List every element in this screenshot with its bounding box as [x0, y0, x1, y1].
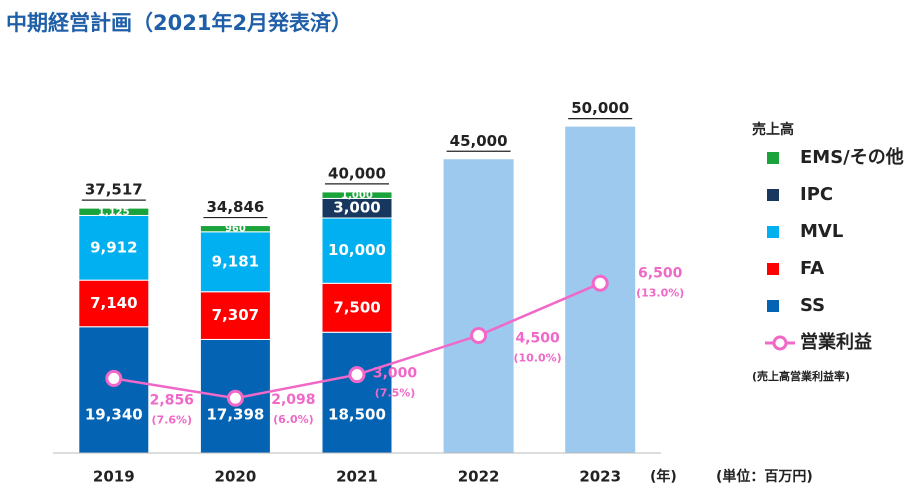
bar-segment [199, 225, 271, 233]
profit-point [470, 327, 488, 345]
bar-value-label: 7,307 [212, 306, 259, 324]
bar-value-label: 3,000 [333, 199, 380, 217]
profit-label: 4,500 [515, 331, 560, 347]
legend-label: FA [800, 258, 824, 279]
profit-point [591, 274, 609, 292]
bar-segment [78, 214, 150, 281]
bar-value-label: 960 [225, 224, 246, 235]
bar-segment [78, 207, 150, 216]
legend-label: MVL [800, 221, 843, 242]
legend-swatch [767, 189, 779, 201]
bar-value-label: 18,500 [328, 406, 386, 424]
profit-label: 3,000 [373, 366, 418, 382]
bar-value-label: 17,398 [206, 406, 264, 424]
profit-label: 2,098 [271, 392, 315, 408]
bar-value-label: 1,125 [98, 207, 130, 218]
legend-swatch [767, 300, 779, 312]
total-label: 45,000 [450, 132, 508, 150]
legend-label: EMS/その他 [800, 146, 904, 168]
bar-value-label: 9,912 [90, 238, 137, 256]
chart-title: 中期経営計画（2021年2月発表済） [6, 11, 352, 35]
x-tick-label: 2019 [93, 468, 135, 486]
x-tick-label: 2023 [579, 468, 621, 486]
margin-label: (7.6%) [152, 413, 193, 426]
x-tick-label: 2020 [215, 468, 257, 486]
total-label: 34,846 [206, 198, 264, 216]
x-tick-label: 2022 [458, 468, 500, 486]
bar-segment [321, 282, 393, 333]
x-tick-label: 2021 [336, 468, 378, 486]
total-label: 40,000 [328, 164, 386, 182]
bar-segment [321, 217, 393, 284]
legend-note: (売上高営業利益率) [752, 369, 850, 383]
margin-label: (7.5%) [375, 387, 416, 400]
bar-value-label: 9,181 [212, 252, 259, 270]
legend-title: 売上高 [752, 121, 794, 138]
bar-segment [321, 191, 393, 199]
bar-segment [199, 231, 271, 293]
legend-swatch [767, 152, 779, 164]
bar-segment [321, 331, 393, 454]
bar-value-label: 7,500 [333, 298, 380, 316]
legend-point [772, 335, 788, 351]
margin-label: (10.0%) [513, 352, 561, 365]
total-label: 50,000 [571, 99, 629, 117]
profit-point [105, 369, 123, 387]
bar-value-label: 1,000 [341, 190, 373, 201]
profit-point [226, 389, 244, 407]
legend-label: SS [800, 295, 825, 316]
legend-swatch [767, 263, 779, 275]
profit-label: 2,856 [150, 392, 194, 408]
bar-segment [199, 291, 271, 340]
profit-label: 6,500 [638, 265, 683, 281]
x-unit: (年) [650, 468, 677, 485]
legend-label: IPC [800, 184, 833, 205]
legend-label: 営業利益 [800, 331, 872, 353]
legend-swatch [767, 226, 779, 238]
bar-value-label: 7,140 [90, 294, 137, 312]
margin-label: (6.0%) [273, 413, 314, 426]
margin-label: (13.0%) [636, 286, 684, 299]
bar-segment [78, 326, 150, 454]
bar-value-label: 19,340 [85, 406, 143, 424]
bar-segment [78, 279, 150, 328]
total-label: 37,517 [85, 181, 143, 199]
profit-point [348, 366, 366, 384]
total-bar [443, 159, 514, 454]
bar-value-label: 10,000 [328, 241, 386, 259]
unit-note: (単位：百万円) [716, 468, 813, 485]
